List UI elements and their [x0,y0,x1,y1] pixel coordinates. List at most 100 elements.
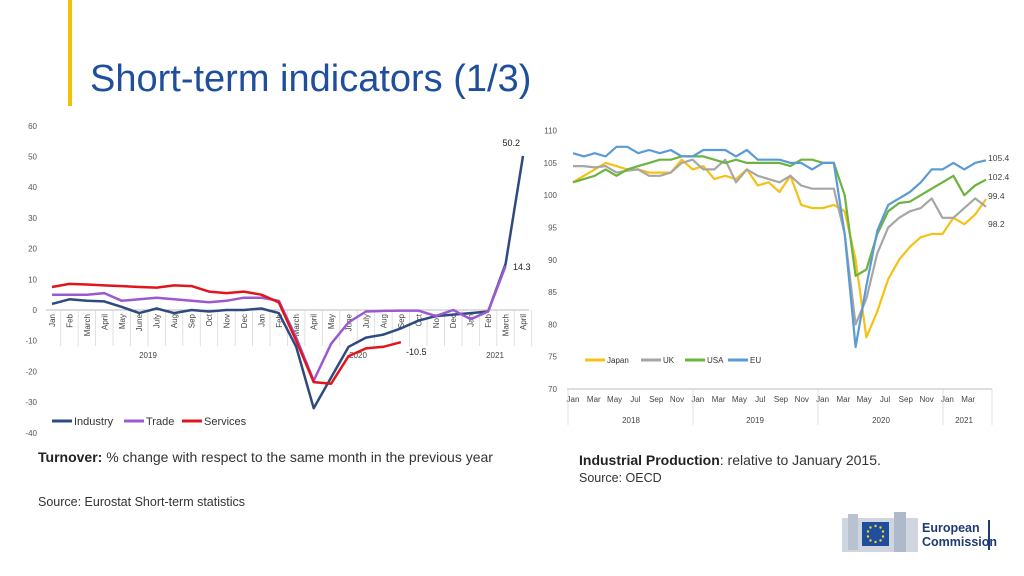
turnover-caption-text: % change with respect to the same month … [102,449,493,465]
logo-text: European Commission [922,521,997,549]
year-label-2020: 2020 [349,351,367,360]
x-tick-label-5: Nov [670,395,684,404]
turnover-source: Source: Eurostat Short-term statistics [38,495,246,509]
accent-bar [68,0,72,106]
eu-flag-logo-icon [842,512,990,552]
y-tick-label-2: 100 [544,191,558,200]
y-tick-label-5: 85 [548,288,557,297]
year-label-2021: 2021 [486,351,504,360]
x-tick-label-6: July [153,314,162,328]
y-tick-label-3: 95 [548,224,557,233]
x-tick-label-8: May [732,395,747,404]
legend-label-industry: Industry [74,416,114,428]
year-label-2019: 2019 [746,416,764,425]
x-tick-label-22: Nov [432,314,441,328]
x-tick-label-8: Sep [188,313,197,328]
y-tick-label-3: 30 [28,214,37,223]
x-tick-label-20: Sep [397,313,406,328]
y-tick-label-0: 60 [28,122,37,131]
x-tick-label-24: Jan [467,314,476,327]
legend-label-japan: Japan [607,356,629,365]
y-tick-label-0: 110 [544,127,557,136]
x-tick-label-4: Sep [649,395,664,404]
year-label-2018: 2018 [622,416,640,425]
y-tick-label-10: -40 [25,429,37,438]
y-tick-label-9: -30 [25,398,37,407]
x-tick-label-27: April [519,314,528,330]
x-tick-label-15: April [310,314,319,330]
year-label-2020: 2020 [872,416,890,425]
x-tick-label-17: Nov [919,395,933,404]
x-tick-label-3: April [100,314,109,330]
x-tick-label-10: Nov [222,314,231,328]
x-tick-label-12: Jan [816,395,829,404]
x-tick-label-15: Jul [880,395,890,404]
series-line-services [51,282,402,385]
series-line-industry [51,155,525,410]
x-tick-label-11: Dec [240,314,249,328]
series-line-eu [572,145,987,349]
legend-label-trade: Trade [146,416,174,428]
ip-caption-text: : relative to January 2015. [719,452,881,468]
annotation-2: 99.4 [988,191,1005,201]
y-tick-label-8: 70 [548,385,557,394]
series-line-usa [572,155,987,277]
x-tick-label-7: Aug [170,314,179,328]
turnover-caption-label: Turnover: [38,449,103,465]
x-tick-label-0: Jan [567,395,580,404]
legend-label-usa: USA [707,356,724,365]
legend-label-services: Services [204,416,247,428]
year-label-2021: 2021 [955,416,973,425]
x-tick-label-1: Feb [65,313,74,327]
logo-line2: Commission [922,535,998,549]
x-tick-label-0: Jan [48,314,57,327]
annotation-services-last: -10.5 [406,347,427,357]
x-tick-label-26: March [502,314,511,336]
x-tick-label-7: Mar [712,395,726,404]
x-tick-label-16: Sep [899,395,914,404]
x-tick-label-2: May [607,395,622,404]
x-tick-label-9: Oct [205,313,214,326]
x-tick-label-10: Sep [774,395,789,404]
turnover-chart: 60 50 40 30 20 10 0 -10 -20 -30 -40 Jan Feb March Apri… [25,122,533,438]
y-tick-label-1: 105 [544,159,558,168]
y-tick-label-8: -20 [25,367,37,376]
ip-source: Source: OECD [579,471,662,485]
x-tick-label-12: Jan [257,314,266,327]
x-tick-label-11: Nov [795,395,809,404]
y-tick-label-4: 20 [28,245,37,254]
series-line-trade [52,265,507,382]
x-tick-label-18: July [362,314,371,328]
y-tick-label-7: 75 [548,353,557,362]
x-tick-label-13: Mar [837,395,851,404]
x-tick-label-6: Jan [691,395,704,404]
industrial-production-chart: 110 105 100 95 90 85 80 75 70 Jan Mar May Jul Sep Nov J… [544,127,1010,425]
annotation-0: 105.4 [988,153,1010,163]
x-tick-label-9: Jul [755,395,765,404]
x-tick-label-19: Aug [379,314,388,328]
ip-caption: Industrial Production: relative to Janua… [579,449,999,472]
y-tick-label-7: -10 [25,337,37,346]
page-title: Short-term indicators (1/3) [90,58,532,100]
annotation-industry-last: 50.2 [502,138,520,148]
annotation-3: 98.2 [988,219,1005,229]
y-tick-label-1: 50 [28,153,37,162]
annotation-1: 102.4 [988,172,1010,182]
legend-label-uk: UK [663,356,675,365]
y-tick-label-2: 40 [28,183,37,192]
turnover-caption: Turnover: % change with respect to the s… [38,446,508,469]
x-tick-label-5: June [135,313,144,331]
y-tick-label-6: 80 [548,320,557,329]
x-tick-label-19: Mar [961,395,975,404]
series-line-uk [573,158,987,326]
x-tick-label-13: Feb [275,313,284,327]
x-tick-label-14: March [292,314,301,336]
x-tick-label-2: March [83,314,92,336]
x-tick-label-1: Mar [587,395,601,404]
ip-caption-label: Industrial Production [579,452,720,468]
x-tick-label-14: May [857,395,872,404]
x-tick-label-3: Jul [630,395,640,404]
y-tick-label-4: 90 [548,256,557,265]
x-tick-label-4: May [118,314,127,329]
y-tick-label-6: 0 [33,306,38,315]
